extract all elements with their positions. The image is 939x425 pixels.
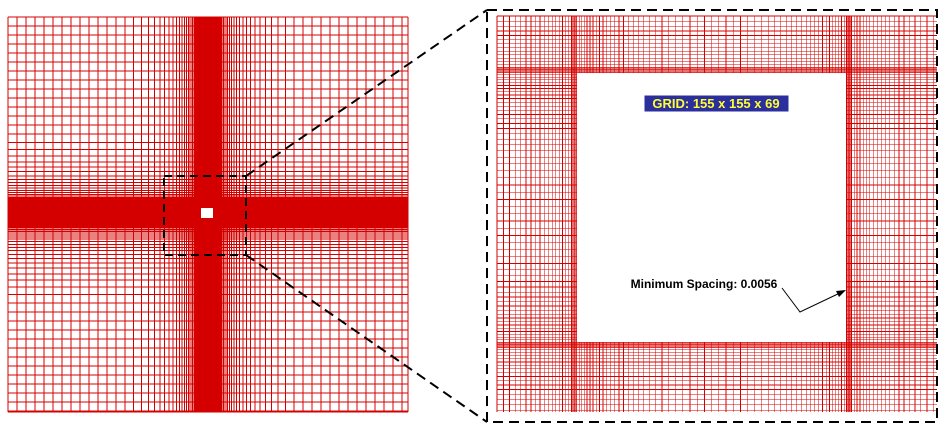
minimum-spacing-label: Minimum Spacing: 0.0056	[631, 277, 778, 291]
full-domain-mesh	[7, 16, 409, 413]
dense-band-left	[571, 16, 577, 412]
arrow-head-icon	[836, 290, 846, 297]
dense-band-top	[497, 67, 937, 73]
zoom-connector-bottom	[245, 254, 488, 423]
zoomed-body-square	[577, 73, 846, 342]
zoomed-mesh	[496, 15, 937, 412]
minimum-spacing-arrow	[781, 287, 843, 313]
zoom-view-frame	[486, 9, 938, 423]
body-square	[201, 208, 213, 218]
grid-label: GRID: 155 x 155 x 69	[652, 96, 779, 111]
zoom-region-box	[163, 175, 247, 256]
dense-band-bottom	[497, 342, 937, 348]
zoom-connector-top	[245, 9, 488, 177]
grid-label-background	[643, 94, 790, 113]
dense-band-right	[846, 16, 852, 412]
